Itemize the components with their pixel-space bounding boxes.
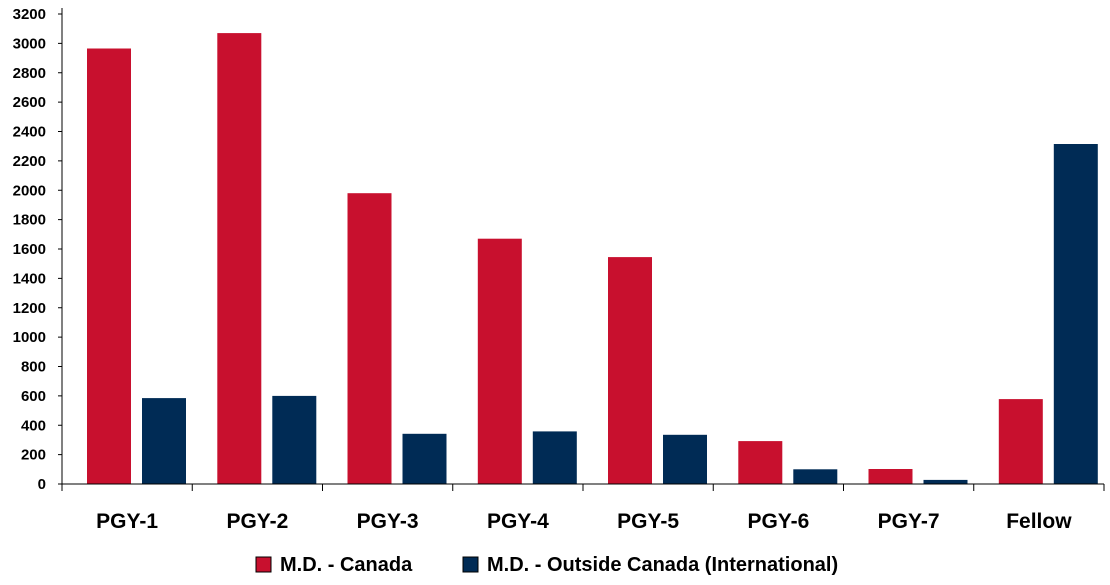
bar-international-pgy-1 (142, 398, 186, 484)
y-tick-label: 400 (21, 417, 46, 434)
x-tick-label: PGY-2 (226, 510, 288, 533)
y-tick-label: 1800 (13, 212, 46, 229)
y-tick-label: 200 (21, 447, 46, 464)
bar-canada-pgy-6 (738, 441, 783, 484)
bar-international-pgy-5 (663, 434, 707, 484)
y-tick-label: 1600 (13, 241, 46, 258)
y-tick-label: 600 (21, 388, 46, 405)
x-tick-label: Fellow (1006, 510, 1072, 533)
y-tick-label: 3000 (13, 35, 46, 52)
legend-label-international: M.D. - Outside Canada (International) (487, 554, 838, 576)
bar-canada-fellow (998, 399, 1043, 484)
x-tick-label: PGY-6 (747, 510, 809, 533)
axes-layer (58, 8, 1105, 491)
bar-canada-pgy-7 (868, 469, 913, 484)
y-tick-label: 1000 (13, 329, 46, 346)
bar-canada-pgy-2 (217, 33, 262, 484)
bar-international-pgy-2 (272, 395, 317, 484)
labels-layer: 0 200 400 600 800 1000 1200 1400 1600 1800 2000 220… (13, 6, 1073, 533)
bar-international-pgy-3 (402, 433, 447, 484)
y-tick-label: 2400 (13, 124, 46, 141)
x-tick-label: PGY-7 (878, 510, 940, 533)
y-tick-label: 2200 (13, 153, 46, 170)
bar-international-pgy-6 (793, 469, 838, 484)
y-tick-label: 1400 (13, 270, 46, 287)
bar-international-fellow (1053, 144, 1098, 484)
bar-international-pgy-7 (923, 479, 968, 484)
bar-canada-pgy-1 (87, 48, 131, 484)
x-tick-label: PGY-1 (96, 510, 158, 533)
bars-layer (87, 33, 1098, 484)
bar-international-pgy-4 (532, 431, 577, 484)
legend-swatch-international (462, 556, 479, 573)
legend-swatch-canada (255, 556, 272, 573)
y-tick-label: 1200 (13, 300, 46, 317)
bar-canada-pgy-3 (347, 193, 392, 484)
bar-canada-pgy-4 (477, 238, 522, 484)
y-tick-label: 2000 (13, 182, 46, 199)
y-tick-label: 0 (38, 476, 46, 493)
legend-label-canada: M.D. - Canada (280, 554, 413, 576)
x-tick-label: PGY-5 (617, 510, 679, 533)
x-tick-label: PGY-4 (487, 510, 549, 533)
y-tick-label: 3200 (13, 6, 46, 23)
y-tick-label: 800 (21, 359, 46, 376)
bar-canada-pgy-5 (608, 257, 652, 484)
x-tick-label: PGY-3 (357, 510, 419, 533)
y-tick-label: 2800 (13, 65, 46, 82)
y-tick-label: 2600 (13, 94, 46, 111)
legend: M.D. - Canada M.D. - Outside Canada (Inte… (255, 554, 838, 576)
